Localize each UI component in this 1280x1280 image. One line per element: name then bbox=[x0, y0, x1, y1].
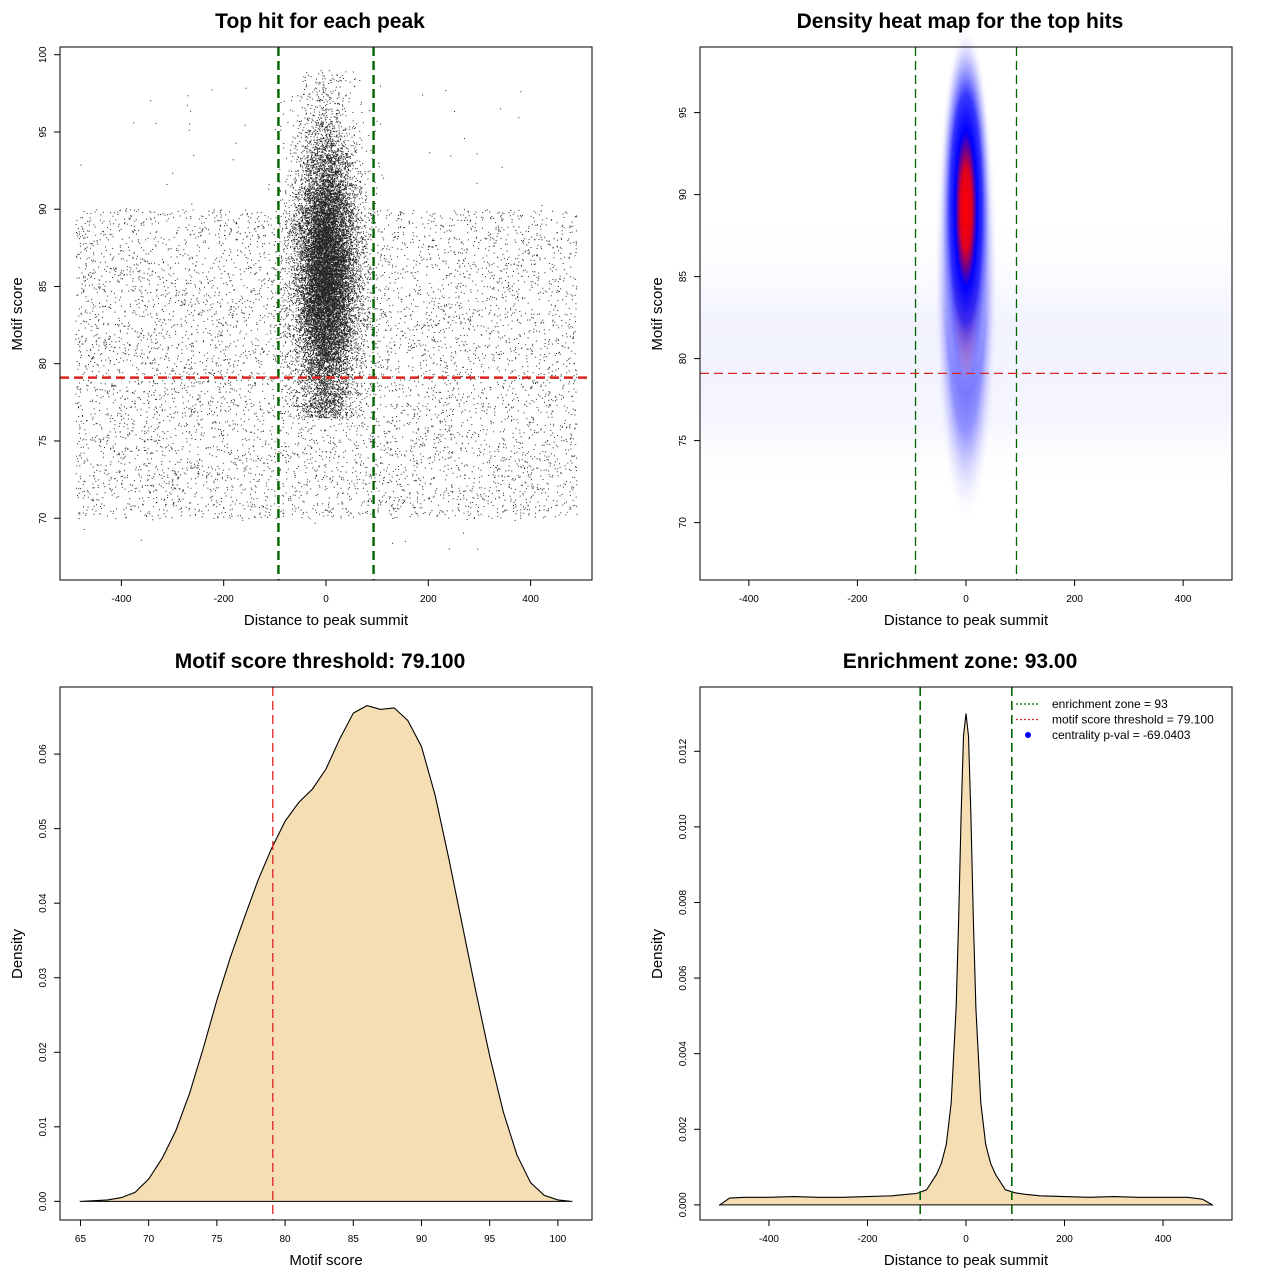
x-tick-label: -200 bbox=[214, 594, 234, 605]
x-tick-label: -200 bbox=[857, 1234, 877, 1245]
density-hotspot bbox=[940, 24, 992, 395]
x-tick-label: 70 bbox=[143, 1234, 155, 1245]
y-tick-label: 95 bbox=[38, 126, 49, 138]
scatter-point bbox=[75, 70, 578, 550]
y-tick-label: 85 bbox=[38, 280, 49, 292]
score-density-plot: Motif score Density 65 70 75 80 85 90 95 100 0.0… bbox=[9, 686, 593, 1269]
legend-label: motif score threshold = 79.100 bbox=[1052, 713, 1214, 727]
y-tick-label: 80 bbox=[678, 353, 689, 365]
x-tick-label: 65 bbox=[75, 1234, 87, 1245]
y-tick-label: 0.01 bbox=[38, 1117, 49, 1137]
y-tick-label: 0.006 bbox=[678, 965, 689, 990]
y-tick-label: 0.012 bbox=[678, 738, 689, 763]
heatmap-panel: Density heat map for the top hits Distan… bbox=[640, 0, 1280, 640]
legend-point-icon bbox=[1025, 732, 1031, 738]
legend-label: centrality p-val = -69.0403 bbox=[1052, 728, 1191, 742]
y-tick-label: 95 bbox=[678, 107, 689, 119]
y-tick-label: 0.002 bbox=[678, 1116, 689, 1141]
y-tick-label: 70 bbox=[38, 512, 49, 524]
x-axis-label: Distance to peak summit bbox=[884, 1252, 1049, 1269]
y-axis-label: Density bbox=[649, 928, 666, 979]
x-tick-label: 90 bbox=[416, 1234, 428, 1245]
x-tick-label: 200 bbox=[420, 594, 437, 605]
x-tick-label: 0 bbox=[323, 594, 329, 605]
chart-title: Motif score threshold: 79.100 bbox=[174, 650, 466, 673]
y-axis-label: Density bbox=[9, 928, 26, 979]
chart-title: Density heat map for the top hits bbox=[796, 10, 1124, 33]
x-tick-label: 400 bbox=[1175, 594, 1192, 605]
y-tick-label: 0.04 bbox=[38, 893, 49, 913]
y-tick-label: 0.010 bbox=[678, 814, 689, 839]
x-tick-label: -400 bbox=[759, 1234, 779, 1245]
x-tick-label: 85 bbox=[348, 1234, 360, 1245]
y-axis-label: Motif score bbox=[9, 277, 26, 350]
x-tick-label: -400 bbox=[739, 594, 759, 605]
y-tick-label: 85 bbox=[678, 271, 689, 283]
x-axis-label: Distance to peak summit bbox=[244, 612, 409, 629]
heatmap-plot: Distance to peak summit Motif score -400… bbox=[649, 24, 1233, 629]
distance-density-plot: Distance to peak summit Density -400 -200… bbox=[649, 686, 1233, 1269]
y-tick-label: 100 bbox=[38, 46, 49, 63]
y-tick-label: 0.008 bbox=[678, 890, 689, 915]
x-tick-label: 400 bbox=[1155, 1234, 1172, 1245]
legend: enrichment zone = 93 motif score threshol… bbox=[1016, 697, 1214, 742]
y-tick-label: 75 bbox=[38, 435, 49, 447]
chart-title: Top hit for each peak bbox=[215, 10, 425, 33]
legend-label: enrichment zone = 93 bbox=[1052, 697, 1168, 711]
x-tick-label: 100 bbox=[550, 1234, 567, 1245]
x-tick-label: 95 bbox=[484, 1234, 496, 1245]
x-tick-label: -200 bbox=[847, 594, 867, 605]
chart-title: Enrichment zone: 93.00 bbox=[842, 650, 1078, 673]
y-tick-label: 0.000 bbox=[678, 1192, 689, 1217]
scatter-panel: Top hit for each peak Distance to peak s… bbox=[0, 0, 640, 640]
x-tick-label: 0 bbox=[963, 594, 969, 605]
y-tick-label: 0.02 bbox=[38, 1042, 49, 1062]
x-tick-label: 0 bbox=[963, 1234, 969, 1245]
y-tick-label: 0.06 bbox=[38, 744, 49, 764]
y-tick-label: 75 bbox=[678, 435, 689, 447]
y-tick-label: 90 bbox=[38, 203, 49, 215]
x-axis-label: Distance to peak summit bbox=[884, 612, 1049, 629]
distance-density-panel: Enrichment zone: 93.00 Distance to peak … bbox=[640, 640, 1280, 1280]
density-area bbox=[718, 713, 1214, 1207]
density-area bbox=[79, 705, 573, 1202]
x-tick-label: 400 bbox=[522, 594, 539, 605]
x-tick-label: 200 bbox=[1066, 594, 1083, 605]
x-tick-label: 200 bbox=[1056, 1234, 1073, 1245]
y-tick-label: 0.05 bbox=[38, 818, 49, 838]
y-axis-label: Motif score bbox=[649, 277, 666, 350]
y-tick-label: 0.03 bbox=[38, 968, 49, 988]
score-density-panel: Motif score threshold: 79.100 Motif scor… bbox=[0, 640, 640, 1280]
scatter-points bbox=[75, 70, 578, 550]
y-tick-label: 80 bbox=[38, 358, 49, 370]
x-tick-label: 75 bbox=[211, 1234, 223, 1245]
y-tick-label: 90 bbox=[678, 189, 689, 201]
x-tick-label: -400 bbox=[111, 594, 131, 605]
scatter-plot: Distance to peak summit Motif score -400… bbox=[9, 46, 593, 629]
y-tick-label: 0.00 bbox=[38, 1191, 49, 1211]
x-tick-label: 80 bbox=[280, 1234, 292, 1245]
y-tick-label: 0.004 bbox=[678, 1041, 689, 1066]
plot-frame bbox=[59, 686, 593, 1221]
x-axis-label: Motif score bbox=[289, 1252, 362, 1269]
y-tick-label: 70 bbox=[678, 517, 689, 529]
